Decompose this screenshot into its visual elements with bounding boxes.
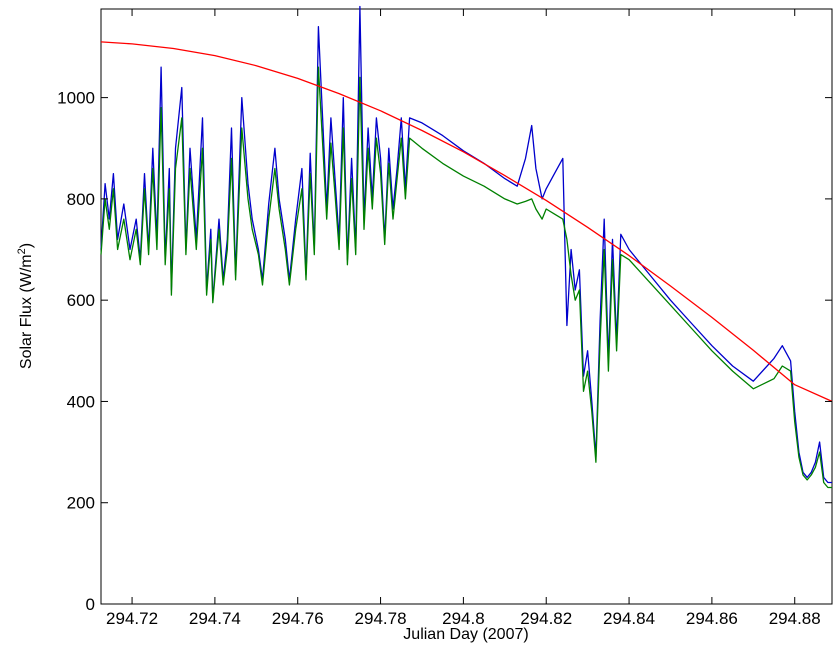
x-axis-label: Julian Day (2007) [403,626,528,643]
y-axis-label-sup: 2 [16,248,28,254]
x-tick-label: 294.72 [106,609,158,628]
x-tick-label: 294.88 [769,609,821,628]
x-tick-label: 294.74 [189,609,241,628]
series-line-0 [100,41,833,402]
y-tick-label: 0 [86,595,95,614]
y-axis-ticks: 0 200 400 600 800 1000 [57,89,832,614]
x-tick-label: 294.8 [442,609,485,628]
x-tick-label: 294.76 [272,609,324,628]
y-tick-label: 400 [67,392,95,411]
y-tick-label: 200 [67,494,95,513]
series-line-2 [100,66,832,489]
x-tick-label: 294.86 [686,609,738,628]
x-axis-ticks: 294.72 294.74 294.76 294.78 294.8 294.82 294.8… [106,9,821,628]
y-tick-label: 1000 [57,89,95,108]
y-axis-label: Solar Flux (W/m2) [16,243,35,369]
plot-area [100,8,833,605]
y-axis-label-suffix: ) [18,243,35,248]
x-tick-label: 294.84 [603,609,655,628]
x-tick-label: 294.82 [520,609,572,628]
y-axis-label-prefix: Solar Flux (W/m [18,254,35,369]
series-layer [100,5,833,489]
x-tick-label: 294.78 [355,609,407,628]
y-tick-label: 800 [67,190,95,209]
y-tick-label: 600 [67,291,95,310]
